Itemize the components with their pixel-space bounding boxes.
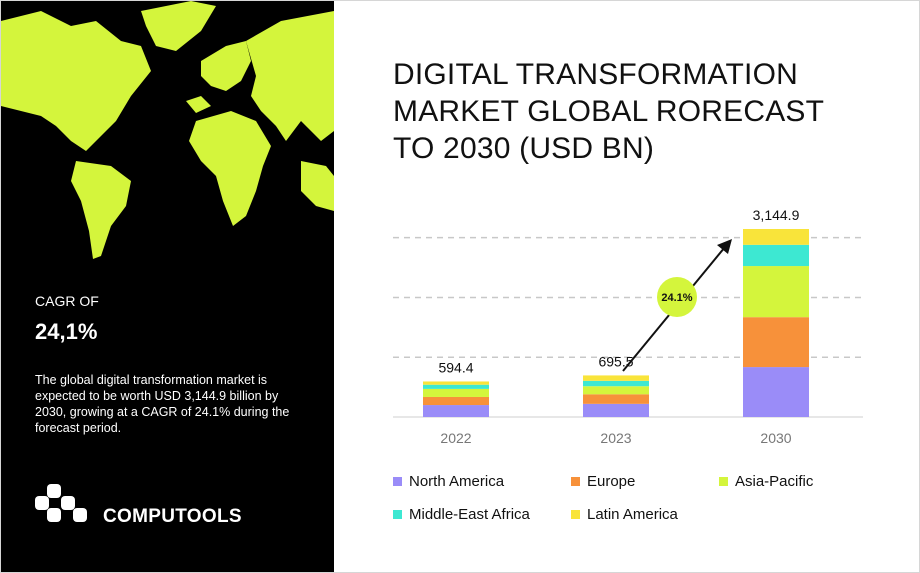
chart-title: DIGITAL TRANSFORMATION MARKET GLOBAL RORE…: [393, 56, 824, 167]
x-tick-label: 2023: [600, 430, 631, 446]
annotation: 24.1%: [661, 292, 692, 304]
legend-label: Middle-East Africa: [409, 506, 531, 523]
bar-segment: [743, 317, 809, 368]
legend-swatch: [571, 477, 580, 486]
annotation-badge: [657, 277, 697, 317]
bar-segment: [743, 367, 809, 417]
bar-segment: [423, 388, 489, 397]
legend-label: North America: [409, 473, 505, 490]
brand-name: COMPUTOOLS: [103, 506, 242, 527]
bar-segment: [743, 266, 809, 318]
bar-segment: [423, 384, 489, 389]
bar-segment: [423, 396, 489, 406]
total-label: 3,144.9: [753, 207, 800, 223]
bar-segment: [743, 244, 809, 267]
legend-swatch: [393, 510, 402, 519]
legend-swatch: [719, 477, 728, 486]
brand-logo: [35, 484, 87, 522]
title-line: TO 2030 (USD BN): [393, 132, 655, 165]
arrow-head: [717, 239, 732, 254]
sidebar: CAGR OF 24,1% The global digital transfo…: [1, 1, 334, 572]
bar-segment: [423, 405, 489, 417]
cagr-value: 24,1%: [35, 319, 98, 344]
bar-segment: [583, 380, 649, 387]
growth-arrow: [622, 246, 726, 372]
bar-segment: [583, 375, 649, 381]
title-line: DIGITAL TRANSFORMATION: [393, 58, 798, 91]
title-line: MARKET GLOBAL RORECAST: [393, 95, 825, 128]
legend-label: Europe: [587, 473, 635, 490]
x-tick-label: 2030: [760, 430, 791, 446]
total-label: 695.5: [598, 353, 633, 369]
bar-segment: [743, 228, 809, 245]
bar-segment: [583, 403, 649, 417]
legend-swatch: [393, 477, 402, 486]
bar-segment: [583, 394, 649, 404]
legend-label: Latin America: [587, 506, 679, 523]
total-label: 594.4: [438, 359, 473, 375]
cagr-label: CAGR OF: [35, 293, 99, 309]
world-map: [1, 1, 334, 259]
legend-label: Asia-Pacific: [735, 473, 814, 490]
x-tick-label: 2022: [440, 430, 471, 446]
description: The global digital transformation market…: [35, 373, 290, 435]
bar-segment: [583, 386, 649, 395]
bar-segment: [423, 381, 489, 385]
legend-swatch: [571, 510, 580, 519]
